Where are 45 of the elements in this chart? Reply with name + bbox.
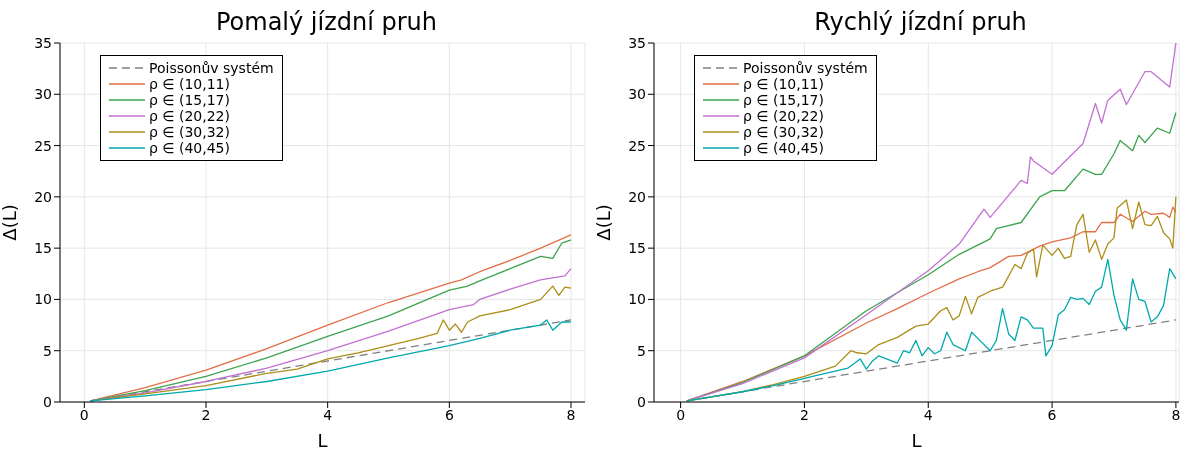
y-tick-label: 10 xyxy=(34,291,52,308)
chart-title: Rychlý jízdní pruh xyxy=(813,8,1028,36)
x-tick-label: 8 xyxy=(566,406,576,423)
legend-label: Poissonův systém xyxy=(743,60,868,76)
x-tick-label: 4 xyxy=(323,406,333,423)
legend-label: ρ ∈ (10,11) xyxy=(743,76,824,92)
x-axis-title: L xyxy=(317,430,328,451)
x-axis-title: L xyxy=(911,430,922,451)
y-tick-label: 0 xyxy=(637,393,646,410)
y-tick-label: 30 xyxy=(628,86,646,103)
line-series xyxy=(686,258,1177,402)
y-tick-label: 5 xyxy=(43,342,52,359)
x-tick-label: 0 xyxy=(676,406,686,423)
x-tick-label: 6 xyxy=(1047,406,1057,423)
legend-label: ρ ∈ (15,17) xyxy=(149,92,230,108)
legend-label: ρ ∈ (15,17) xyxy=(743,92,824,108)
y-tick-label: 0 xyxy=(43,393,52,410)
y-axis-title: Δ(L) xyxy=(593,204,615,241)
legend-label: ρ ∈ (40,45) xyxy=(149,140,230,156)
legend-label: Poissonův systém xyxy=(149,60,274,76)
y-tick-label: 25 xyxy=(628,137,646,154)
y-tick-label: 20 xyxy=(628,188,646,205)
y-tick-label: 25 xyxy=(34,137,52,154)
legend-label: ρ ∈ (20,22) xyxy=(149,108,230,124)
legend-label: ρ ∈ (10,11) xyxy=(149,76,230,92)
x-tick-label: 2 xyxy=(799,406,809,423)
legend-label: ρ ∈ (20,22) xyxy=(743,108,824,124)
y-tick-label: 5 xyxy=(637,342,646,359)
x-tick-label: 0 xyxy=(79,406,89,423)
x-tick-label: 8 xyxy=(1171,406,1181,423)
x-tick-label: 2 xyxy=(201,406,211,423)
x-tick-label: 6 xyxy=(444,406,454,423)
y-tick-label: 20 xyxy=(34,188,52,205)
legend-label: ρ ∈ (30,32) xyxy=(743,124,824,140)
chart-title: Pomalý jízdní pruh xyxy=(214,8,439,36)
y-tick-label: 15 xyxy=(34,240,52,257)
x-tick-label: 4 xyxy=(923,406,933,423)
legend-label: ρ ∈ (40,45) xyxy=(743,140,824,156)
y-tick-label: 10 xyxy=(628,291,646,308)
legend-label: ρ ∈ (30,32) xyxy=(149,124,230,140)
y-tick-label: 35 xyxy=(34,34,52,51)
y-tick-label: 15 xyxy=(628,240,646,257)
y-tick-label: 35 xyxy=(628,34,646,51)
y-axis-title: Δ(L) xyxy=(0,204,21,241)
y-tick-label: 30 xyxy=(34,86,52,103)
